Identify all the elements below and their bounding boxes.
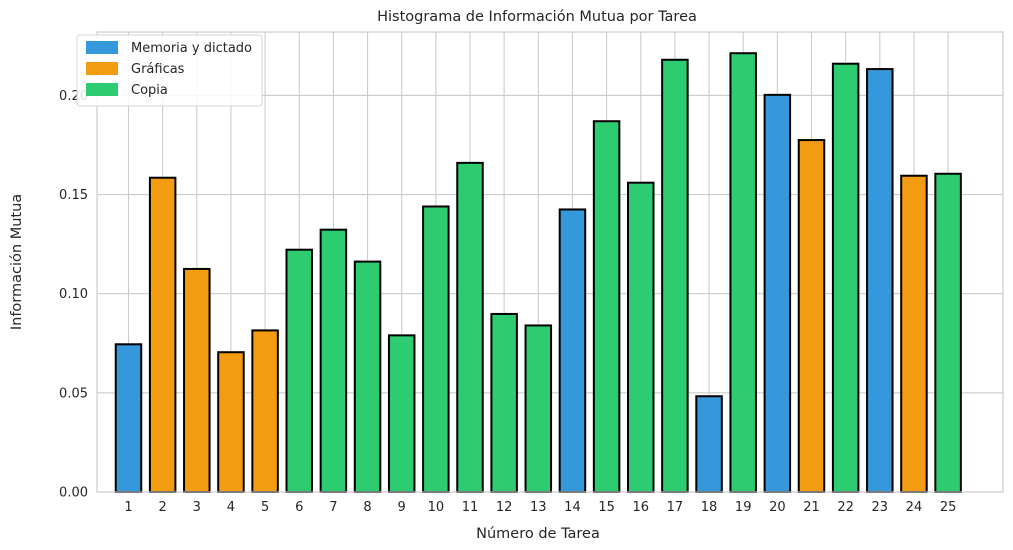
bar-task-25 [934, 172, 962, 493]
legend-label: Memoria y dictado [131, 41, 252, 56]
chart-title: Histograma de Información Mutua por Tare… [377, 9, 697, 25]
bar-task-20 [763, 93, 792, 493]
x-tick-label: 15 [598, 500, 615, 515]
y-tick-label: 0.00 [59, 486, 88, 501]
x-tick-label: 6 [295, 500, 303, 515]
tick-labels: 1 2 3 4 5 6 7 8 9 10 11 12 13 14 15 16 17 18 19 20 21 22 23 24 2… [59, 89, 956, 515]
bar-task-14 [558, 208, 587, 493]
x-tick-label: 17 [667, 500, 684, 515]
x-tick-label: 8 [363, 500, 371, 515]
legend-swatch [86, 62, 118, 75]
x-tick-label: 5 [261, 500, 269, 515]
x-tick-label: 10 [428, 500, 445, 515]
bar-task-22 [831, 62, 860, 493]
bar-task-24 [900, 174, 928, 493]
bar-task-9 [387, 334, 416, 493]
bar-task-16 [627, 181, 655, 493]
y-tick-label: 0.05 [59, 386, 88, 401]
bars [114, 52, 962, 494]
bar-task-18 [695, 395, 723, 493]
legend-box [76, 34, 263, 107]
bar-task-2 [148, 176, 177, 493]
plot-frame [96, 31, 1004, 493]
x-tick-label: 4 [227, 500, 235, 515]
bar-task-17 [661, 58, 689, 494]
x-tick-label: 16 [632, 500, 649, 515]
x-tick-label: 12 [496, 500, 513, 515]
x-tick-label: 7 [329, 500, 337, 515]
bar-task-13 [524, 324, 553, 493]
bar-task-5 [251, 329, 279, 494]
x-tick-label: 3 [193, 500, 201, 515]
bar-task-11 [456, 161, 484, 494]
bar-task-6 [285, 248, 313, 493]
y-tick-label: 0.15 [59, 188, 88, 203]
bar-task-12 [490, 312, 518, 493]
x-tick-label: 18 [701, 500, 718, 515]
x-tick-label: 13 [530, 500, 547, 515]
bar-task-3 [183, 267, 211, 494]
bar-task-4 [217, 351, 245, 493]
bar-task-8 [353, 260, 382, 493]
x-tick-label: 1 [124, 500, 132, 515]
legend-label: Copia [131, 83, 168, 98]
x-tick-label: 22 [837, 500, 854, 515]
bar-task-21 [797, 139, 826, 494]
legend: Memoria y dictado Gráficas Copia [76, 34, 263, 107]
x-tick-label: 14 [564, 500, 581, 515]
x-tick-label: 9 [398, 500, 406, 515]
x-tick-label: 11 [462, 500, 479, 515]
x-tick-label: 19 [735, 500, 752, 515]
legend-swatch [86, 41, 118, 54]
bar-task-10 [422, 205, 450, 493]
x-tick-label: 24 [906, 500, 923, 515]
legend-swatch [86, 83, 118, 96]
x-axis-label: Número de Tarea [476, 526, 600, 542]
x-tick-label: 21 [803, 500, 820, 515]
y-tick-label: 0.10 [59, 287, 88, 302]
bar-task-19 [729, 52, 757, 494]
bar-task-7 [319, 228, 348, 493]
x-tick-label: 23 [872, 500, 889, 515]
legend-label: Gráficas [131, 62, 185, 77]
x-tick-label: 25 [940, 500, 957, 515]
x-tick-label: 20 [769, 500, 786, 515]
x-tick-label: 2 [159, 500, 167, 515]
y-axis-label: Información Mutua [9, 194, 25, 330]
bar-task-1 [114, 343, 143, 493]
bar-task-15 [592, 120, 621, 493]
bar-task-23 [866, 68, 894, 494]
